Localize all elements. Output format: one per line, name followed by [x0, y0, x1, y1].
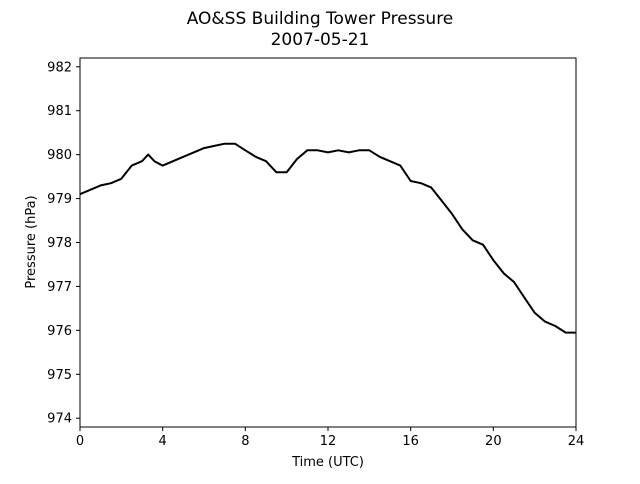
y-tick-label: 975 [47, 368, 72, 383]
plot-area: 0 4 8 12 16 20 24 974 975 976 977 978 979 980 981 982 [47, 57, 585, 449]
y-tick-label: 976 [47, 324, 72, 339]
pressure-series-line [79, 142, 576, 334]
y-tick-label: 980 [47, 148, 72, 163]
y-tick-label: 977 [47, 280, 72, 295]
y-tick-label: 982 [47, 60, 72, 75]
x-tick-label: 24 [568, 434, 585, 449]
y-tick-label: 979 [47, 192, 72, 207]
x-axis-label: Time (UTC) [291, 455, 364, 470]
y-tick-label: 981 [47, 104, 72, 119]
x-tick-label: 8 [241, 434, 249, 449]
x-tick-label: 16 [402, 434, 419, 449]
y-tick-label: 974 [47, 412, 72, 427]
chart-subtitle: 2007-05-21 [271, 30, 370, 50]
y-tick-label: 978 [47, 236, 72, 251]
y-axis-label: Pressure (hPa) [24, 195, 39, 288]
x-tick-label: 0 [76, 434, 84, 449]
x-tick-label: 12 [320, 434, 337, 449]
x-tick-label: 20 [485, 434, 502, 449]
x-tick-label: 4 [159, 434, 167, 449]
chart-title: AO&SS Building Tower Pressure [187, 9, 454, 29]
